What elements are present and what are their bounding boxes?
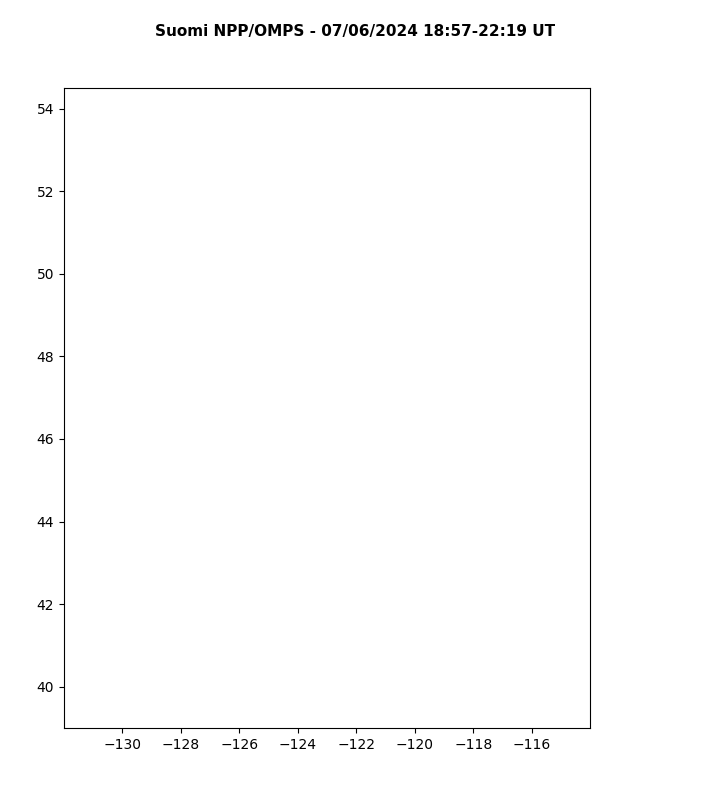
Text: Suomi NPP/OMPS - 07/06/2024 18:57-22:19 UT: Suomi NPP/OMPS - 07/06/2024 18:57-22:19 … [156, 24, 555, 39]
